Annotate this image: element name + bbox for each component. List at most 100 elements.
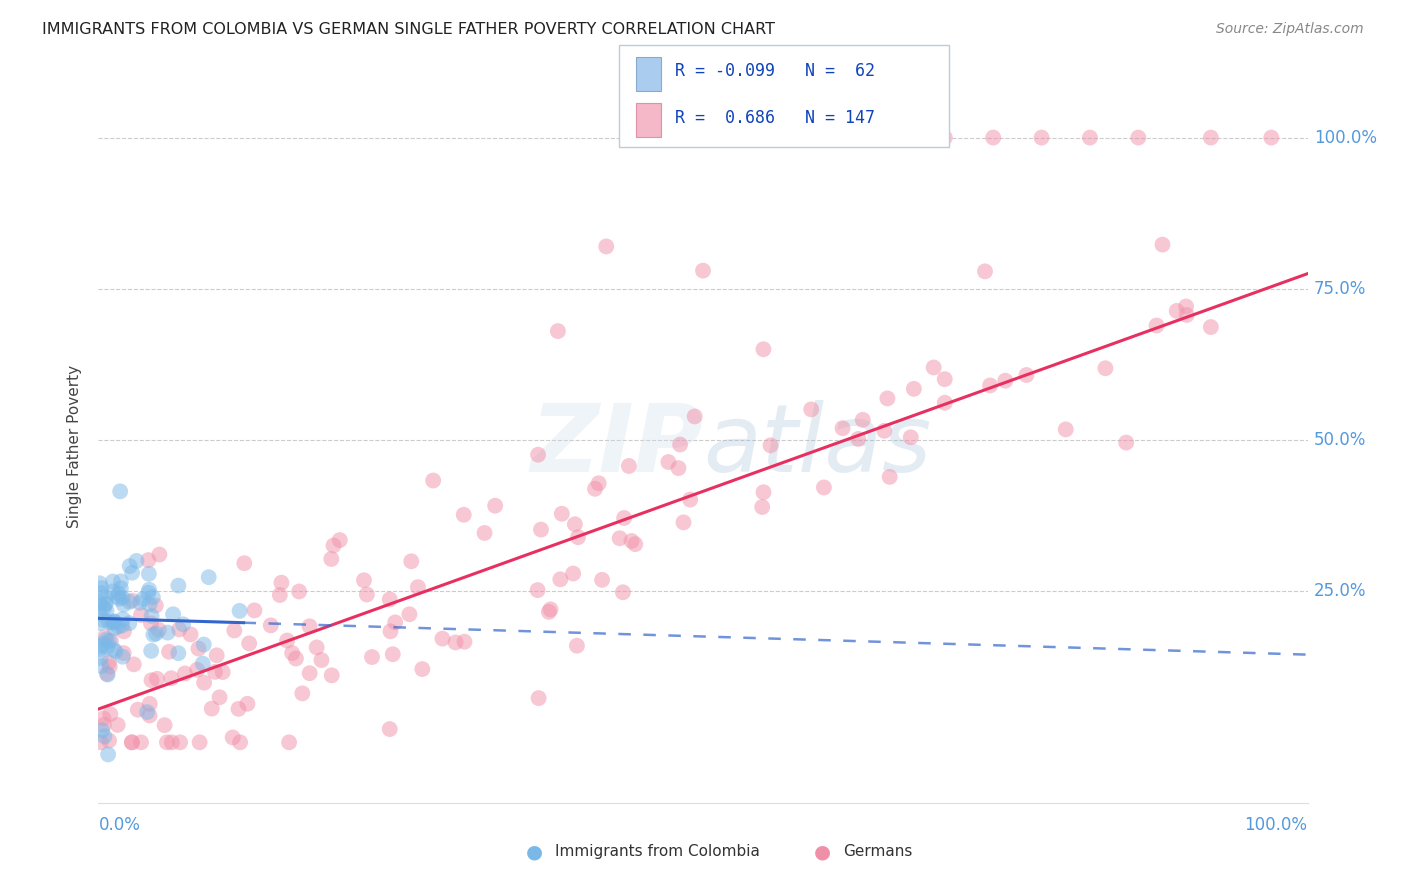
Point bbox=[172, 617, 194, 632]
Point bbox=[380, 624, 402, 639]
Point bbox=[132, 592, 155, 607]
Point bbox=[138, 582, 160, 597]
Text: R =  0.686   N = 147: R = 0.686 N = 147 bbox=[675, 110, 875, 128]
Point bbox=[89, 607, 111, 621]
Point bbox=[934, 396, 956, 410]
Point bbox=[160, 671, 183, 685]
Point bbox=[233, 556, 256, 570]
Point bbox=[167, 578, 190, 592]
Point bbox=[401, 554, 423, 568]
Point bbox=[837, 130, 859, 145]
Point bbox=[322, 539, 344, 553]
Point bbox=[591, 573, 613, 587]
Point bbox=[974, 264, 997, 278]
Point bbox=[411, 662, 433, 676]
Point bbox=[98, 615, 121, 629]
Point bbox=[94, 630, 117, 644]
Point bbox=[900, 430, 922, 444]
Point bbox=[174, 666, 197, 681]
Point bbox=[97, 667, 120, 681]
Text: 50.0%: 50.0% bbox=[1313, 431, 1367, 449]
Point bbox=[208, 690, 231, 705]
Point bbox=[94, 597, 117, 611]
Point bbox=[228, 604, 250, 618]
Point bbox=[89, 596, 111, 610]
Point bbox=[236, 697, 259, 711]
Point bbox=[378, 722, 401, 736]
Point bbox=[353, 574, 375, 588]
Point bbox=[141, 673, 163, 688]
Point bbox=[876, 392, 898, 406]
Point bbox=[94, 590, 117, 604]
Point bbox=[127, 703, 149, 717]
Point bbox=[111, 612, 134, 626]
Point bbox=[169, 735, 191, 749]
Point bbox=[111, 618, 134, 632]
Point bbox=[136, 586, 159, 600]
Point bbox=[291, 686, 314, 700]
Point bbox=[1054, 422, 1077, 436]
Point bbox=[112, 598, 135, 612]
Point bbox=[112, 624, 135, 639]
Point bbox=[118, 616, 141, 631]
Point bbox=[121, 593, 143, 607]
Point bbox=[136, 705, 159, 719]
Point bbox=[201, 701, 224, 715]
Point bbox=[121, 735, 143, 749]
Point bbox=[193, 638, 215, 652]
Point bbox=[453, 634, 475, 648]
Point bbox=[361, 650, 384, 665]
Point bbox=[112, 646, 135, 660]
Point bbox=[1175, 300, 1198, 314]
Point bbox=[142, 590, 165, 604]
Text: Germans: Germans bbox=[844, 845, 912, 859]
Point bbox=[96, 666, 118, 681]
Point bbox=[93, 718, 115, 732]
Point bbox=[356, 587, 378, 601]
Point bbox=[101, 574, 124, 589]
Point bbox=[879, 470, 901, 484]
Point bbox=[90, 659, 112, 673]
Point bbox=[141, 609, 163, 624]
Bar bbox=[619, 45, 949, 147]
Point bbox=[562, 566, 585, 581]
Point bbox=[110, 582, 132, 596]
Point bbox=[138, 598, 160, 612]
Point bbox=[1146, 318, 1168, 333]
Text: Source: ZipAtlas.com: Source: ZipAtlas.com bbox=[1216, 22, 1364, 37]
Point bbox=[311, 653, 333, 667]
Point bbox=[97, 656, 120, 670]
Point bbox=[91, 637, 114, 651]
Point bbox=[142, 627, 165, 641]
Point bbox=[89, 642, 111, 657]
Point bbox=[564, 517, 586, 532]
Text: R = -0.099   N =  62: R = -0.099 N = 62 bbox=[675, 62, 875, 80]
Point bbox=[612, 585, 634, 599]
Y-axis label: Single Father Poverty: Single Father Poverty bbox=[67, 365, 83, 527]
Point bbox=[994, 374, 1017, 388]
Point bbox=[1094, 361, 1116, 376]
Point bbox=[89, 616, 111, 631]
Point bbox=[98, 733, 121, 747]
Point bbox=[903, 382, 925, 396]
Point bbox=[298, 619, 321, 633]
Point bbox=[530, 523, 553, 537]
Point bbox=[90, 735, 112, 749]
Point bbox=[398, 607, 420, 622]
Point bbox=[381, 647, 404, 661]
Point bbox=[617, 458, 640, 473]
Point bbox=[278, 735, 301, 749]
Point bbox=[981, 130, 1004, 145]
Point bbox=[624, 537, 647, 551]
Point bbox=[526, 583, 548, 598]
Point bbox=[111, 649, 134, 664]
Point bbox=[453, 508, 475, 522]
Point bbox=[138, 566, 160, 581]
Point bbox=[1260, 130, 1282, 145]
Point bbox=[269, 588, 291, 602]
Point bbox=[110, 574, 132, 589]
Point bbox=[156, 625, 179, 640]
Text: 100.0%: 100.0% bbox=[1313, 128, 1376, 146]
Point bbox=[846, 432, 869, 446]
Point bbox=[444, 635, 467, 649]
